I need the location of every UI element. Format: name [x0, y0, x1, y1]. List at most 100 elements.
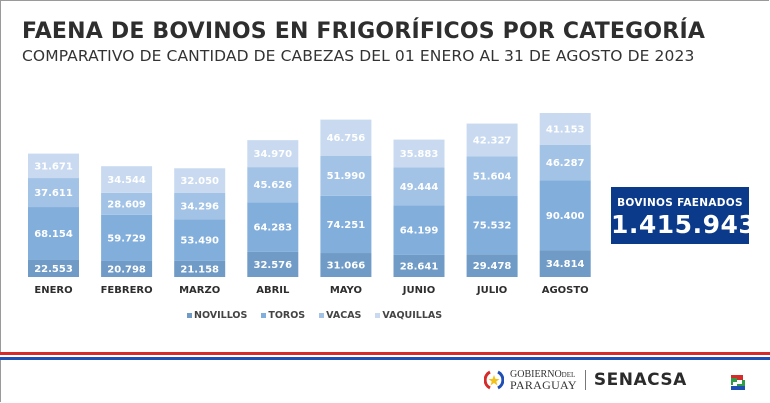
bar-segment-vacas-junio [393, 167, 445, 206]
data-label-vacas-febrero: 28.609 [107, 199, 146, 210]
data-label-vaquillas-marzo: 32.050 [180, 176, 219, 187]
data-label-vacas-marzo: 34.296 [180, 202, 219, 213]
legend-swatch-vacas [319, 313, 325, 318]
logo-divider [584, 370, 586, 390]
bar-segment-toros-julio [466, 196, 518, 255]
bar-segment-toros-agosto [539, 180, 591, 251]
bar-segment-vaquillas-julio [466, 123, 518, 157]
senacsa-logo-icon [728, 372, 748, 392]
bar-segment-novillos-agosto [539, 250, 591, 277]
bar-segment-toros-mayo [320, 195, 372, 254]
paraguay-seal-icon [483, 370, 505, 390]
bar-segment-novillos-mayo [320, 253, 372, 277]
bar-segment-vacas-enero [28, 178, 79, 208]
bar-segment-vacas-agosto [539, 144, 591, 181]
data-label-toros-abril: 64.283 [254, 223, 293, 234]
data-label-vacas-enero: 37.611 [34, 188, 73, 199]
data-label-vaquillas-abril: 34.970 [254, 149, 293, 160]
category-label-mayo: MAYO [330, 285, 362, 296]
total-label: BOVINOS FAENADOS [617, 197, 743, 209]
flag-stripe-red [0, 352, 770, 355]
bar-segment-vaquillas-febrero [101, 166, 153, 193]
data-label-novillos-febrero: 20.798 [107, 264, 146, 275]
legend-label-toros: TOROS [268, 310, 306, 321]
legend-label-vacas: VACAS [326, 310, 362, 321]
legend-item-vaquillas: VAQUILLAS [375, 310, 442, 321]
data-label-novillos-marzo: 21.158 [180, 264, 219, 275]
bar-segment-novillos-marzo [174, 260, 226, 277]
flag-stripe-blue [0, 357, 770, 360]
data-label-vacas-mayo: 51.990 [327, 171, 366, 182]
gobierno-logo: GOBIERNODEL PARAGUAY SENACSA [483, 369, 687, 392]
bar-segment-toros-febrero [101, 214, 153, 261]
gov-line-1: GOBIERNO [510, 369, 562, 380]
gov-line-2: PARAGUAY [510, 378, 577, 392]
chart-subtitle: COMPARATIVO DE CANTIDAD DE CABEZAS DEL 0… [22, 47, 695, 65]
bar-segment-novillos-febrero [101, 260, 153, 277]
bar-segment-novillos-junio [393, 254, 445, 277]
category-label-junio: JUNIO [402, 285, 435, 296]
legend-item-toros: TOROS [261, 310, 305, 321]
data-label-toros-junio: 64.199 [400, 226, 439, 237]
data-label-vaquillas-febrero: 34.544 [107, 175, 146, 186]
legend-item-vacas: VACAS [319, 310, 361, 321]
data-label-vacas-julio: 51.604 [473, 172, 512, 183]
data-label-toros-marzo: 53.490 [180, 236, 219, 247]
total-bovinos-box: BOVINOS FAENADOS 1.415.943 [611, 187, 757, 244]
senacsa-wordmark: SENACSA [593, 370, 687, 390]
legend-swatch-toros [261, 313, 267, 318]
bar-segment-novillos-enero [28, 259, 79, 277]
data-label-novillos-julio: 29.478 [473, 261, 512, 272]
bar-segment-vacas-mayo [320, 155, 372, 196]
bar-segment-vaquillas-mayo [320, 119, 372, 156]
bar-segment-toros-enero [28, 207, 79, 260]
data-label-vacas-abril: 45.626 [254, 180, 293, 191]
bar-segment-vaquillas-junio [393, 139, 445, 168]
legend-swatch-novillos [187, 313, 192, 318]
data-label-novillos-agosto: 34.814 [546, 259, 585, 270]
data-label-vaquillas-enero: 31.671 [34, 161, 73, 172]
category-label-febrero: FEBRERO [101, 285, 153, 296]
legend-label-vaquillas: VAQUILLAS [382, 310, 443, 321]
bar-segment-vaquillas-marzo [174, 168, 226, 193]
legend-item-novillos: NOVILLOS [187, 310, 247, 321]
data-label-toros-agosto: 90.400 [546, 211, 585, 222]
bar-segment-toros-junio [393, 205, 445, 255]
bar-segment-novillos-abril [247, 251, 299, 277]
category-label-enero: ENERO [34, 285, 72, 296]
category-label-agosto: AGOSTO [542, 285, 589, 296]
bar-segment-vacas-julio [466, 156, 518, 197]
bar-segment-vacas-abril [247, 167, 299, 203]
chart-legend: NOVILLOS TOROS VACAS VAQUILLAS [187, 310, 442, 321]
gobierno-text: GOBIERNODEL PARAGUAY [510, 369, 577, 392]
bar-segment-vaquillas-enero [28, 153, 79, 179]
data-label-novillos-abril: 32.576 [254, 260, 293, 271]
gov-line-1-small: DEL [561, 371, 576, 379]
data-label-novillos-mayo: 31.066 [327, 261, 366, 272]
bar-segment-vacas-febrero [101, 192, 153, 215]
category-label-julio: JULIO [476, 285, 507, 296]
category-label-marzo: MARZO [179, 285, 220, 296]
data-label-novillos-junio: 28.641 [400, 261, 439, 272]
bar-segment-toros-marzo [174, 219, 226, 261]
data-label-vaquillas-julio: 42.327 [473, 135, 512, 146]
legend-label-novillos: NOVILLOS [194, 310, 248, 321]
flag-stripe-white [0, 355, 770, 357]
data-label-toros-febrero: 59.729 [107, 233, 146, 244]
stacked-bar-chart: 22.553 68.154 37.611 31.671 ENERO 20.798 59.72… [28, 113, 591, 296]
bar-segment-novillos-julio [466, 254, 518, 277]
data-label-vaquillas-junio: 35.883 [400, 149, 439, 160]
bar-segment-vacas-marzo [174, 192, 226, 220]
bar-segment-toros-abril [247, 202, 299, 252]
chart-title: FAENA DE BOVINOS EN FRIGORÍFICOS POR CAT… [22, 19, 706, 44]
data-label-toros-mayo: 74.251 [327, 220, 366, 231]
data-label-toros-enero: 68.154 [34, 229, 73, 240]
category-label-abril: ABRIL [256, 285, 290, 296]
bar-segment-vaquillas-abril [247, 140, 299, 168]
data-label-vaquillas-agosto: 41.153 [546, 124, 585, 135]
data-label-toros-julio: 75.532 [473, 221, 512, 232]
total-value: 1.415.943 [611, 210, 757, 239]
data-label-vacas-agosto: 46.287 [546, 158, 585, 169]
data-label-vaquillas-mayo: 46.756 [327, 133, 366, 144]
